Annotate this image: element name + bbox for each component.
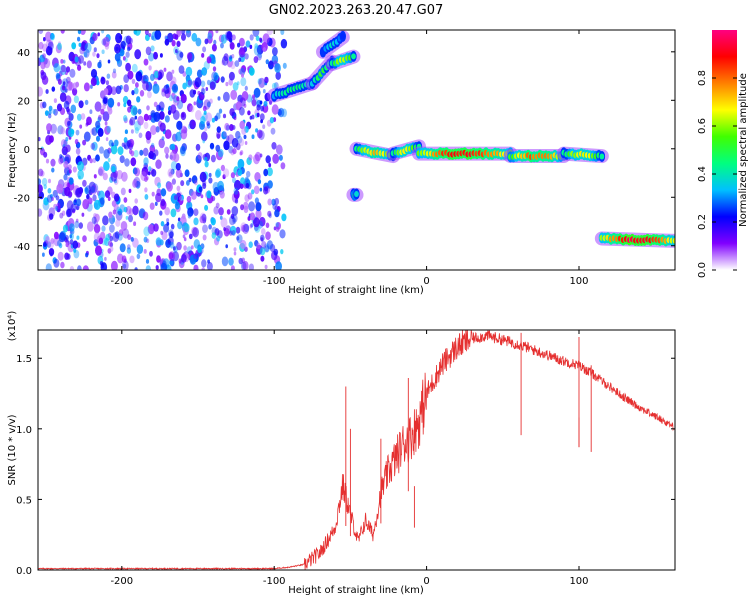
noise-region	[38, 30, 288, 270]
spectrogram-plot-area	[38, 30, 675, 270]
signal-segment	[325, 49, 361, 71]
x-tick-label: 100	[569, 576, 588, 587]
colorbar-gradient	[712, 30, 737, 270]
y-tick-label: 0.5	[16, 495, 32, 506]
x-tick-label: 0	[423, 276, 429, 287]
snr-plot-area	[38, 330, 675, 570]
x-tick-label: -100	[263, 576, 286, 587]
colorbar-tick-label: 0.2	[697, 214, 708, 230]
colorbar-tick-label: 0.8	[697, 70, 708, 86]
x-tick-label: -200	[110, 576, 133, 587]
snr-frame	[37, 329, 676, 571]
y-tick-label: -20	[14, 193, 30, 204]
figure-title: GN02.2023.263.20.47.G07	[269, 3, 444, 18]
x-tick-label: 0	[423, 576, 429, 587]
spectrogram-frame	[37, 29, 676, 271]
signal-segment	[556, 146, 609, 164]
signal-segment	[411, 146, 518, 161]
snr-multiplier: (x10⁴)	[7, 311, 18, 342]
x-tick-label: -200	[110, 276, 133, 287]
signal-segment	[346, 187, 364, 202]
y-tick-label: 20	[17, 96, 30, 107]
signal-segment	[594, 231, 675, 248]
colorbar-tick-label: 0.4	[697, 166, 708, 182]
snr-panel: -200 -100 0 100 0.0 0.5 1.0 1.5 Height of strai…	[7, 311, 676, 596]
y-tick-label: 40	[17, 48, 30, 59]
x-tick-label: -100	[263, 276, 286, 287]
snr-xlabel: Height of straight line (km)	[288, 585, 424, 596]
snr-series-line	[38, 330, 675, 570]
spectrogram-xlabel: Height of straight line (km)	[288, 285, 424, 296]
snr-ylabel: SNR (10 * v/v)	[7, 414, 18, 485]
colorbar-ticks: 0.0 0.2 0.4 0.6 0.8	[697, 70, 737, 278]
x-tick-label: 100	[569, 276, 588, 287]
y-tick-label: 0	[24, 145, 30, 156]
y-tick-label: 1.5	[16, 354, 32, 365]
y-tick-label: -40	[14, 242, 30, 253]
spectrogram-ylabel: Frequency (Hz)	[7, 112, 18, 188]
colorbar-tick-label: 0.6	[697, 118, 708, 134]
colorbar-tick-label: 0.0	[697, 262, 708, 278]
colorbar: 0.0 0.2 0.4 0.6 0.8 Normalized spectral ampl…	[697, 30, 749, 278]
y-tick-label: 0.0	[16, 566, 32, 577]
snr-ticks: -200 -100 0 100 0.0 0.5 1.0 1.5	[16, 330, 675, 587]
colorbar-label: Normalized spectral amplitude	[738, 73, 749, 227]
signal-segment	[315, 30, 350, 59]
y-tick-label: 1.0	[16, 425, 32, 436]
